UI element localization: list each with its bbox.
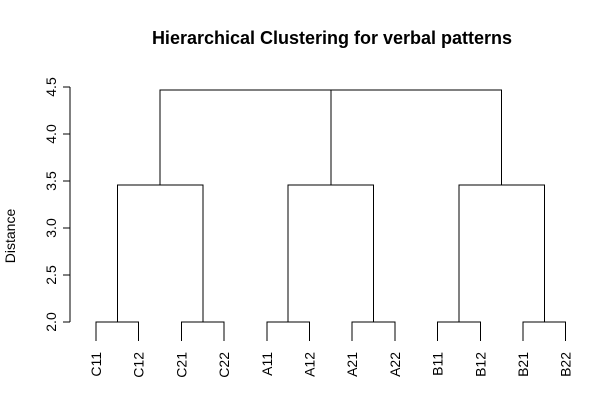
leaf-label: B21 — [515, 352, 531, 377]
leaf-label: A22 — [387, 352, 403, 377]
dendrogram-link — [522, 321, 567, 341]
dendrogram-links — [95, 89, 567, 341]
dendrogram-link — [437, 321, 481, 341]
dendrogram-link — [180, 321, 225, 341]
leaf-label: C12 — [131, 352, 147, 378]
y-tick-label: 4.5 — [43, 77, 59, 97]
y-tick-label: 3.0 — [43, 218, 59, 238]
dendrogram-link — [95, 321, 140, 341]
leaf-label: A21 — [344, 352, 360, 377]
leaf-labels: C11 C12 C21 C22 A11 A12 A21 A22 B11 B12 B21 B22 — [88, 352, 574, 378]
leaf-label: C11 — [88, 352, 104, 377]
leaf-label: C22 — [216, 352, 232, 378]
dendrogram-link — [266, 321, 310, 341]
leaf-label: A12 — [302, 352, 318, 377]
leaf-label: B22 — [558, 352, 574, 377]
dendrogram-link — [159, 89, 417, 185]
y-axis: 2.0 2.5 3.0 3.5 4.0 4.5 — [43, 77, 71, 332]
y-tick-label: 3.5 — [43, 171, 59, 191]
dendrogram-link — [116, 184, 204, 322]
leaf-label: A11 — [259, 352, 275, 376]
dendrogram-link — [287, 184, 375, 322]
chart-title: Hierarchical Clustering for verbal patte… — [152, 28, 512, 48]
leaf-label: C21 — [173, 352, 189, 378]
leaf-label: B12 — [472, 352, 488, 377]
y-axis-label: Distance — [2, 209, 18, 264]
dendrogram-link — [458, 184, 545, 322]
y-tick-label: 2.5 — [43, 265, 59, 285]
dendrogram-link — [351, 321, 396, 341]
y-tick-label: 4.0 — [43, 124, 59, 144]
y-tick-label: 2.0 — [43, 312, 59, 332]
dendrogram-link — [330, 89, 503, 185]
leaf-label: B11 — [430, 352, 446, 376]
